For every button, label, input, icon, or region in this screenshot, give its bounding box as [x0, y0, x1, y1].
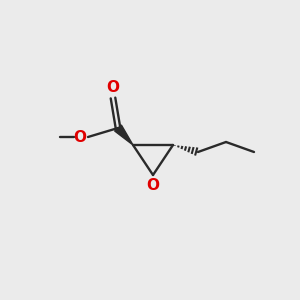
Text: O: O	[146, 178, 160, 193]
Text: O: O	[74, 130, 86, 145]
Polygon shape	[115, 125, 133, 145]
Text: O: O	[106, 80, 119, 95]
